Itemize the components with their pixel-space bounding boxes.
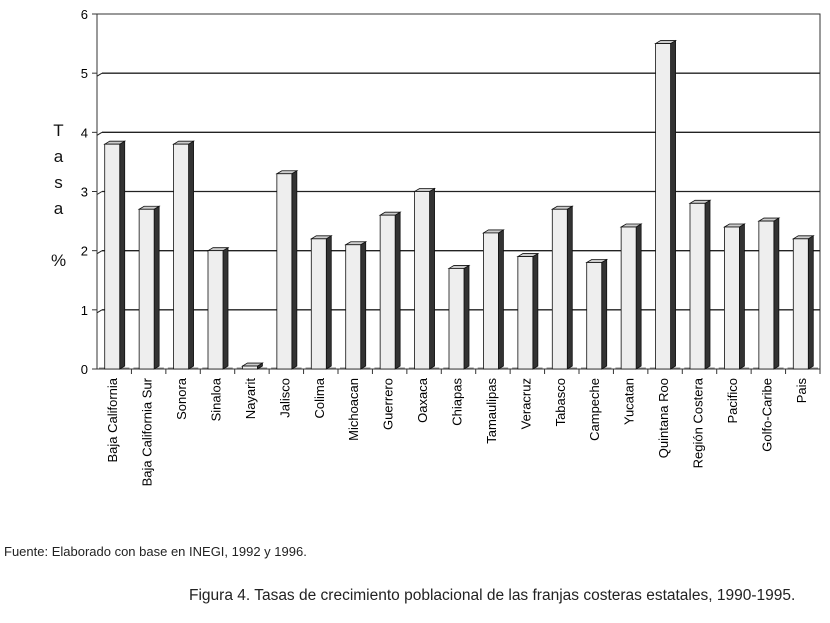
x-tick-label: Campeche [587, 378, 602, 441]
bar-side [325, 235, 332, 370]
x-tick-label: Baja California Sur [140, 377, 155, 486]
bar [379, 214, 396, 370]
x-tick-label: Pacifico [725, 378, 740, 424]
bar [242, 365, 258, 370]
bar [620, 226, 637, 370]
bar [551, 208, 568, 370]
bar [207, 250, 224, 370]
x-tick-label: Oaxaca [415, 377, 430, 423]
bar-side [429, 187, 435, 370]
bar-side [635, 223, 642, 370]
gridline-depth [96, 250, 103, 255]
bar-side [566, 205, 573, 370]
x-tick-label: Baja California [105, 377, 120, 462]
bar [689, 202, 706, 370]
bar-side [119, 140, 126, 370]
gridline-depth [96, 72, 103, 77]
bar-side [222, 246, 229, 370]
bar [345, 244, 362, 370]
x-tick-label: Chiapas [450, 378, 465, 426]
source-note: Fuente: Elaborado con base en INEGI, 199… [4, 544, 307, 559]
bar-side [739, 223, 745, 370]
gridline-depth [96, 131, 103, 136]
x-tick-label: Jalisco [277, 378, 292, 418]
x-tick-label: Guerrero [381, 378, 396, 430]
x-tick-label: Tabasco [553, 378, 568, 426]
x-tick-label: Región Costera [691, 377, 706, 468]
bar-side [291, 170, 298, 370]
bar-side [704, 199, 711, 370]
bar [483, 232, 499, 370]
gridline-depth [96, 191, 103, 195]
y-tick-label: 4 [81, 125, 88, 140]
bar-side [670, 39, 676, 370]
x-tick-label: Veracruz [518, 378, 533, 429]
bar-side [153, 205, 160, 370]
bar-side [601, 258, 608, 370]
bar [792, 238, 809, 370]
bar [414, 191, 430, 370]
bar [655, 43, 671, 370]
gridline-depth [96, 309, 103, 314]
bar [138, 208, 155, 370]
x-tick-label: Tamaulipas [484, 378, 499, 444]
x-tick-label: Sinaloa [209, 377, 224, 421]
y-tick-label: 2 [81, 244, 88, 259]
figure-caption: Figura 4. Tasas de crecimiento poblacion… [189, 587, 796, 604]
bar-side [360, 241, 367, 370]
bar-side [773, 217, 780, 370]
x-tick-label: Nayarit [243, 378, 258, 420]
bar [758, 220, 775, 370]
x-tick-label: Pais [794, 378, 809, 404]
bar [276, 173, 293, 370]
bar [448, 268, 465, 370]
y-tick-label: 3 [81, 185, 88, 200]
x-tick-label: Golfo-Caribe [759, 378, 774, 452]
bar-side [394, 211, 401, 370]
bar-side [807, 235, 814, 370]
bar-side [498, 229, 504, 370]
y-tick-label: 6 [81, 7, 88, 22]
y-tick-label: 5 [81, 66, 88, 81]
bar [173, 143, 189, 370]
y-axis-label: Tasa % [49, 121, 68, 277]
y-tick-label: 0 [81, 362, 88, 377]
bar [517, 256, 534, 370]
x-tick-label: Michoacan [346, 378, 361, 441]
x-tick-label: Quintana Roo [656, 378, 671, 458]
x-tick-label: Colima [312, 377, 327, 418]
bar [104, 143, 121, 370]
y-tick-label: 1 [81, 303, 88, 318]
bar-side [188, 140, 194, 370]
x-tick-label: Sonora [174, 377, 189, 420]
bar-side [463, 264, 470, 370]
bar [724, 226, 740, 370]
bar [586, 262, 603, 370]
bar-side [532, 252, 539, 370]
bar [310, 238, 327, 370]
x-tick-label: Yucatan [622, 378, 637, 425]
